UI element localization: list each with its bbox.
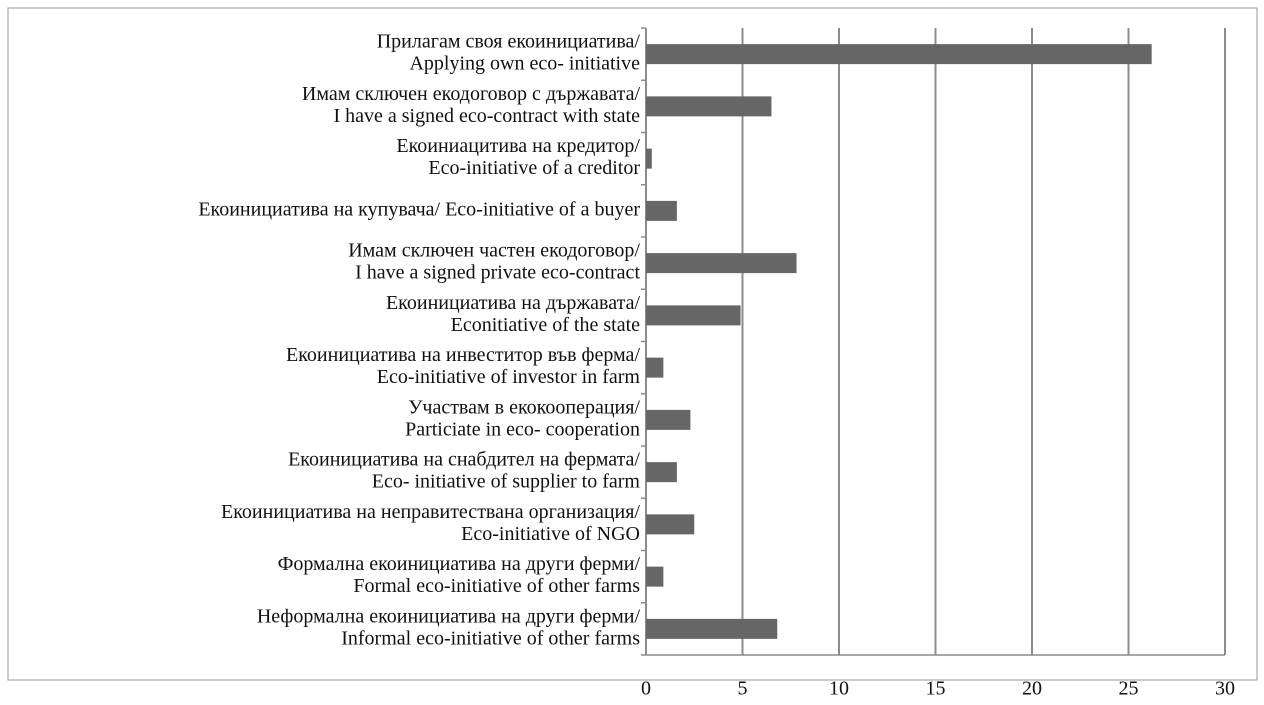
y-tick-label: Участвам в екокооперация/ [408, 396, 640, 418]
y-tick-label: Екоинициатива на снабдител на фермата/ [288, 449, 640, 471]
bar [646, 462, 677, 483]
bar [646, 305, 741, 326]
bar [646, 566, 664, 587]
bar [646, 200, 677, 221]
bar [646, 618, 778, 639]
y-tick-label: Прилагам своя екоинициатива/ [377, 31, 641, 53]
y-tick-label: Неформална екоинициатива на други ферми/ [257, 605, 641, 627]
x-tick-label: 10 [829, 678, 849, 700]
y-tick-label: I have a signed private eco-contract [355, 262, 640, 284]
x-tick-label: 5 [738, 678, 748, 700]
x-tick-label: 0 [641, 678, 651, 700]
y-tick-label: Екоинициатива на купувача/ Eco-initiativ… [198, 198, 640, 220]
y-tick-label: Eco-initiative of investor in farm [377, 366, 641, 388]
bar [646, 253, 797, 274]
frame [7, 7, 1258, 681]
y-tick-label: Имам сключен частен екодоговор/ [348, 240, 640, 262]
bar [646, 357, 664, 378]
y-tick-label: Имам сключен екодоговор с държавата/ [302, 83, 641, 105]
bar [646, 148, 652, 169]
y-tick-label: Eco-initiative of NGO [461, 523, 640, 545]
x-tick-label: 15 [926, 678, 946, 700]
y-tick-label: Екоиниацитива на кредитор/ [396, 135, 640, 157]
y-tick-label: Informal eco-initiative of other farms [341, 627, 640, 649]
y-tick-label: Formal eco-initiative of other farms [353, 575, 640, 597]
y-tick-label: Екоинициатива на неправитествана организ… [221, 501, 640, 523]
y-tick-label: Екоинициатива на държавата/ [386, 292, 640, 314]
y-tick-label: Econitiative of the state [451, 314, 640, 336]
y-tick-label: Applying own eco- initiative [409, 53, 640, 75]
bar [646, 409, 691, 430]
bar [646, 514, 695, 535]
x-tick-label: 20 [1022, 678, 1042, 700]
y-tick-label: Формална екоинициатива на други ферми/ [278, 553, 641, 575]
bar [646, 44, 1152, 65]
bar [646, 96, 772, 117]
x-tick-label: 25 [1119, 678, 1139, 700]
y-tick-label: I have a signed eco-contract with state [333, 105, 640, 127]
y-tick-label: Екоинициатива на инвеститор във ферма/ [286, 344, 640, 366]
y-tick-label: Eco- initiative of supplier to farm [372, 471, 641, 493]
x-tick-label: 30 [1215, 678, 1235, 700]
y-tick-label: Particiate in eco- cooperation [405, 418, 640, 440]
y-tick-label: Eco-initiative of a creditor [428, 157, 640, 179]
